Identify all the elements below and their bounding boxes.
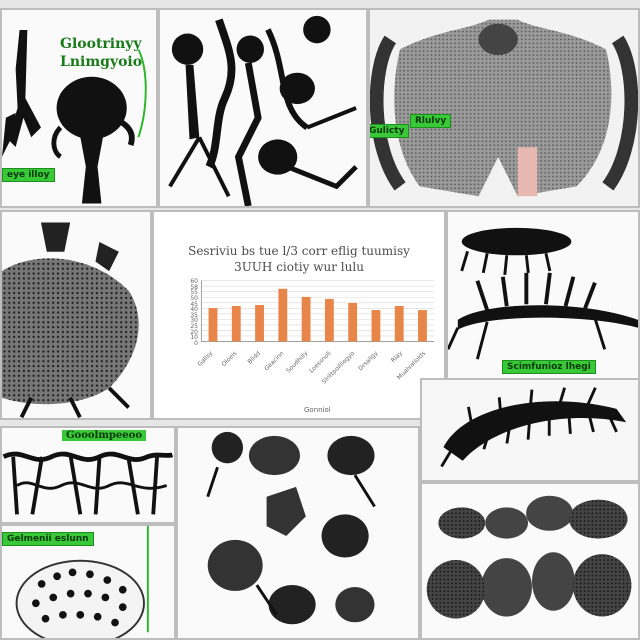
specimen-label-1: Glootrinyy bbox=[60, 36, 142, 52]
specimen-panel-dotted: Gelmenii eslunn bbox=[0, 524, 176, 640]
specimen-panel-millipede bbox=[420, 378, 640, 482]
network-strip-label: Gooolmpeeoo bbox=[62, 430, 146, 441]
specimen-panel-pods bbox=[420, 482, 640, 640]
bar-8 bbox=[395, 306, 404, 341]
textured-body-illustration bbox=[370, 10, 638, 206]
bar-7 bbox=[372, 310, 381, 341]
spiky-creature-illustration bbox=[2, 212, 150, 418]
bar-3 bbox=[278, 289, 287, 342]
grey-pods-illustration bbox=[422, 484, 638, 638]
bar-4 bbox=[302, 297, 311, 342]
specimen-label-2: Lnimgyoio bbox=[60, 54, 142, 70]
dotted-tag: Gelmenii eslunn bbox=[2, 532, 94, 546]
bar-6 bbox=[348, 303, 357, 342]
rounded-shells-illustration bbox=[178, 428, 418, 638]
specimen-panel-shells bbox=[176, 426, 420, 640]
specimen-panel-textured-body: Gulicty Rlulvy bbox=[368, 8, 640, 208]
specimen-panel-spiky-creature bbox=[0, 210, 152, 420]
tentacled-silhouettes-illustration bbox=[160, 10, 366, 206]
body-tag-2: Rlulvy bbox=[410, 114, 451, 128]
body-tag-1: Gulicty bbox=[368, 124, 409, 138]
bar-5 bbox=[325, 299, 334, 342]
bar-9 bbox=[418, 310, 427, 341]
specimen-tag: eye illoy bbox=[2, 168, 55, 182]
specimen-panel-silhouettes bbox=[158, 8, 368, 208]
bar-1 bbox=[232, 306, 241, 341]
specimen-panel-network: Gooolmpeeoo bbox=[0, 426, 176, 524]
branching-network-illustration bbox=[2, 428, 174, 522]
millipede-illustration bbox=[422, 380, 638, 480]
x-axis-title: Gonniol bbox=[304, 406, 331, 414]
bar-2 bbox=[255, 305, 264, 341]
bar-0 bbox=[209, 308, 218, 341]
arthropod-tag: Scimfunioz lhegi bbox=[502, 360, 596, 374]
bar-chart-panel: Sesriviu bs tue l/3 corr eflig tuumisy 3… bbox=[152, 210, 446, 420]
bar-chart-plot bbox=[154, 212, 444, 418]
specimen-panel-branching: Glootrinyy Lnimgyoio eye illoy bbox=[0, 8, 158, 208]
